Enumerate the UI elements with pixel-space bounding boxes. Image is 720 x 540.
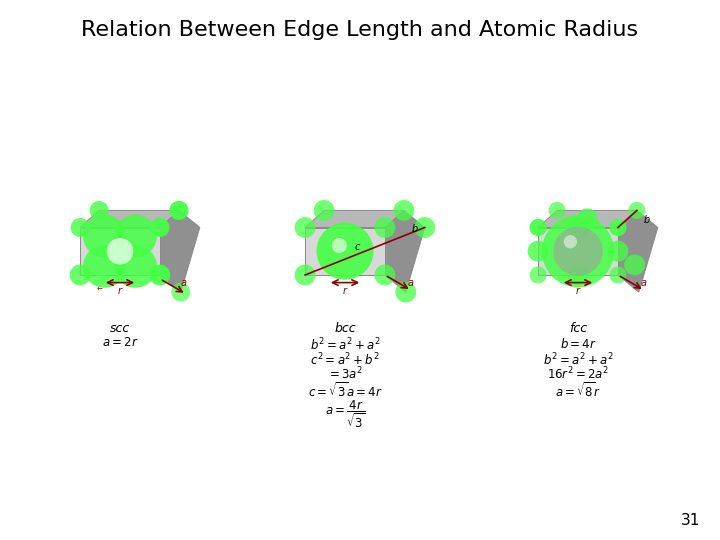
Text: $b$: $b$ [643,213,650,225]
Text: $r$: $r$ [342,285,348,295]
Circle shape [609,219,626,236]
Text: $a = \dfrac{4r}{\sqrt{3}}$: $a = \dfrac{4r}{\sqrt{3}}$ [325,399,366,430]
Circle shape [89,201,109,220]
Circle shape [567,217,588,238]
Circle shape [294,265,315,286]
Text: scc: scc [110,322,130,335]
Circle shape [608,241,629,262]
Text: $a$: $a$ [180,278,187,288]
Text: 31: 31 [680,513,700,528]
Circle shape [150,218,169,237]
Circle shape [395,282,416,302]
Circle shape [629,202,645,219]
Circle shape [171,282,190,302]
Polygon shape [538,211,637,227]
Circle shape [150,265,171,286]
Text: $16r^2 = 2a^2$: $16r^2 = 2a^2$ [547,366,609,383]
Text: $c = \sqrt{3}a = 4r$: $c = \sqrt{3}a = 4r$ [307,381,382,400]
Text: $r$: $r$ [575,285,581,295]
Text: $b$: $b$ [410,221,418,233]
Circle shape [71,218,89,237]
Circle shape [150,218,169,237]
Circle shape [150,266,169,285]
Text: bcc: bcc [334,322,356,335]
Circle shape [169,201,189,220]
Polygon shape [538,227,618,275]
Circle shape [374,265,395,286]
Circle shape [609,266,626,284]
Circle shape [294,217,315,238]
Circle shape [567,265,588,286]
Text: $b = 4r$: $b = 4r$ [559,337,596,351]
Text: $a = 2r$: $a = 2r$ [102,336,138,349]
Circle shape [577,208,598,230]
Circle shape [374,217,395,238]
Polygon shape [305,227,385,275]
Text: $r$: $r$ [117,285,123,295]
Polygon shape [80,211,179,227]
Circle shape [553,227,603,276]
Circle shape [542,215,614,287]
Polygon shape [305,211,404,227]
Polygon shape [160,211,200,292]
Circle shape [624,254,645,275]
Ellipse shape [114,245,157,288]
Text: $b^2 = a^2 + a^2$: $b^2 = a^2 + a^2$ [310,337,380,354]
Ellipse shape [332,238,347,253]
Circle shape [393,200,414,221]
Ellipse shape [107,238,133,265]
Polygon shape [80,227,160,275]
Circle shape [549,202,566,219]
Ellipse shape [114,215,157,258]
Circle shape [529,219,546,236]
Text: $a$: $a$ [407,278,414,288]
Text: $c$: $c$ [354,242,361,252]
Circle shape [414,217,436,238]
Polygon shape [385,211,425,292]
Text: fcc: fcc [569,322,587,335]
Text: Relation Between Edge Length and Atomic Radius: Relation Between Edge Length and Atomic … [81,20,639,40]
Text: $a = \sqrt{8}r$: $a = \sqrt{8}r$ [555,381,601,400]
Text: $b^2 = a^2 + a^2$: $b^2 = a^2 + a^2$ [543,352,613,369]
Circle shape [317,222,374,280]
Text: $= 3a^2$: $= 3a^2$ [327,366,363,383]
Circle shape [169,201,189,220]
Text: $a$: $a$ [640,278,647,288]
Circle shape [70,265,91,286]
Text: $\leftarrow$: $\leftarrow$ [94,286,104,292]
Polygon shape [618,211,658,292]
Ellipse shape [564,235,577,248]
Ellipse shape [83,215,126,258]
Ellipse shape [83,245,126,288]
Text: $c^2 = a^2 + b^2$: $c^2 = a^2 + b^2$ [310,352,380,369]
Circle shape [528,241,549,262]
Circle shape [609,219,626,236]
Circle shape [314,200,335,221]
Circle shape [529,266,546,284]
Circle shape [529,219,546,236]
